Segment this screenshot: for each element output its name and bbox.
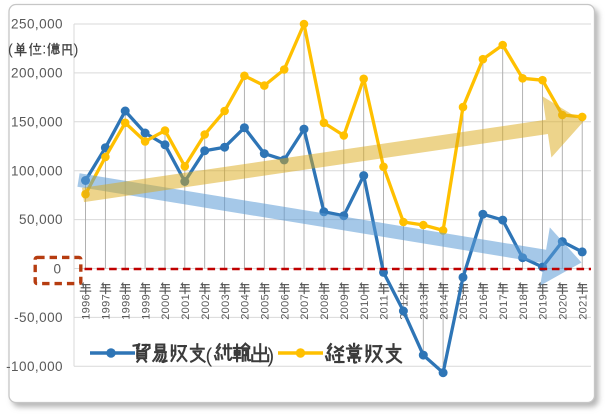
svg-text:150,000: 150,000 — [11, 114, 63, 129]
svg-text:2011: 2011 — [379, 295, 391, 320]
svg-text:2001: 2001 — [180, 294, 192, 320]
svg-text:2007: 2007 — [299, 294, 311, 320]
svg-text:2013: 2013 — [419, 294, 431, 320]
svg-text:2010: 2010 — [359, 294, 371, 320]
svg-text:1998: 1998 — [120, 294, 132, 320]
svg-text:-100,000: -100,000 — [6, 359, 63, 374]
svg-text:(: ( — [206, 346, 213, 368]
svg-text:1999: 1999 — [140, 294, 152, 320]
svg-text:2018: 2018 — [518, 294, 530, 320]
svg-text:2019: 2019 — [538, 294, 550, 320]
svg-text:2014: 2014 — [438, 294, 450, 320]
svg-text:100,000: 100,000 — [11, 163, 63, 178]
svg-text:2021: 2021 — [577, 294, 589, 320]
svg-text:2015: 2015 — [458, 294, 470, 320]
svg-text:1996: 1996 — [81, 294, 93, 320]
svg-text:0: 0 — [53, 262, 61, 277]
svg-text:200,000: 200,000 — [11, 66, 63, 81]
svg-text:2000: 2000 — [160, 294, 172, 320]
svg-text:2016: 2016 — [478, 294, 490, 320]
svg-text:2006: 2006 — [279, 294, 291, 320]
svg-text:): ) — [268, 346, 275, 368]
svg-text:2002: 2002 — [200, 294, 212, 320]
svg-text:1997: 1997 — [101, 294, 113, 320]
svg-text:2005: 2005 — [260, 294, 272, 320]
svg-text:250,000: 250,000 — [11, 17, 63, 32]
svg-text:): ) — [74, 42, 79, 58]
svg-text:2017: 2017 — [498, 294, 510, 320]
svg-text:50,000: 50,000 — [19, 212, 63, 227]
svg-text::: : — [42, 41, 46, 57]
svg-text:2009: 2009 — [339, 294, 351, 320]
svg-text:2020: 2020 — [558, 294, 570, 320]
svg-text:2003: 2003 — [220, 294, 232, 320]
svg-text:2008: 2008 — [319, 294, 331, 320]
svg-text:2004: 2004 — [240, 294, 252, 320]
svg-text:(: ( — [8, 42, 13, 58]
svg-text:-50,000: -50,000 — [14, 310, 63, 325]
